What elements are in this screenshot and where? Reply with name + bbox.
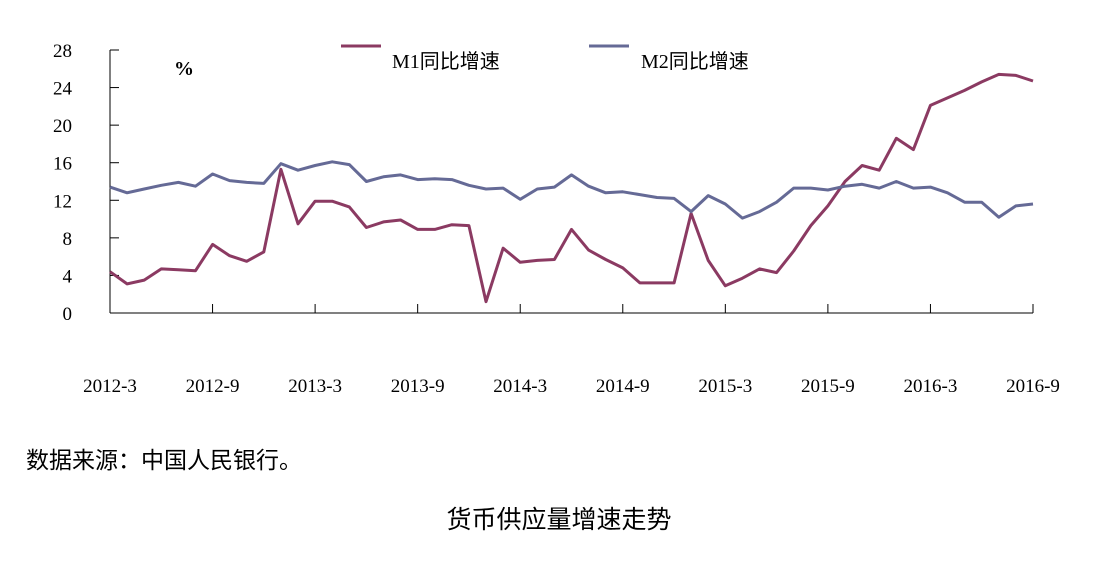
series-line-2 [109, 160, 1034, 220]
y-tick-label: 8 [63, 229, 73, 250]
y-tick-label: 20 [53, 116, 72, 137]
x-tick-label: 2015-3 [698, 376, 752, 397]
y-tick-label: 28 [53, 41, 72, 62]
y-axis: 0 4 8 12 16 20 24 28 [53, 41, 119, 325]
x-axis: 2012-3 2012-9 2013-3 2013-9 2014-3 2014-9 2015… [83, 304, 1060, 397]
x-tick-label: 2016-3 [904, 376, 958, 397]
x-tick-label: 2013-9 [391, 376, 445, 397]
y-tick-label: 24 [53, 79, 73, 100]
y-tick-label: 16 [53, 154, 72, 175]
x-tick-label: 2014-3 [493, 376, 547, 397]
y-tick-label: 12 [53, 191, 72, 212]
unit-label: % [174, 58, 194, 80]
x-tick-label: 2015-9 [801, 376, 855, 397]
x-tick-label: 2016-9 [1006, 376, 1060, 397]
x-tick-label: 2012-3 [83, 376, 137, 397]
x-tick-label: 2012-9 [186, 376, 240, 397]
source-note: 数据来源：中国人民银行。 [26, 448, 302, 474]
legend-label: M2同比增速 [641, 50, 749, 73]
y-tick-label: 4 [63, 266, 73, 287]
legend-label: M1同比增速 [392, 50, 500, 73]
x-tick-label: 2014-9 [596, 376, 650, 397]
chart-title: 货币供应量增速走势 [446, 505, 672, 534]
legend: M1同比增速 M2同比增速 [341, 44, 749, 73]
series-line-1 [109, 72, 1034, 304]
x-tick-label: 2013-3 [288, 376, 342, 397]
series-lines [109, 72, 1034, 304]
y-tick-label: 0 [63, 304, 73, 325]
